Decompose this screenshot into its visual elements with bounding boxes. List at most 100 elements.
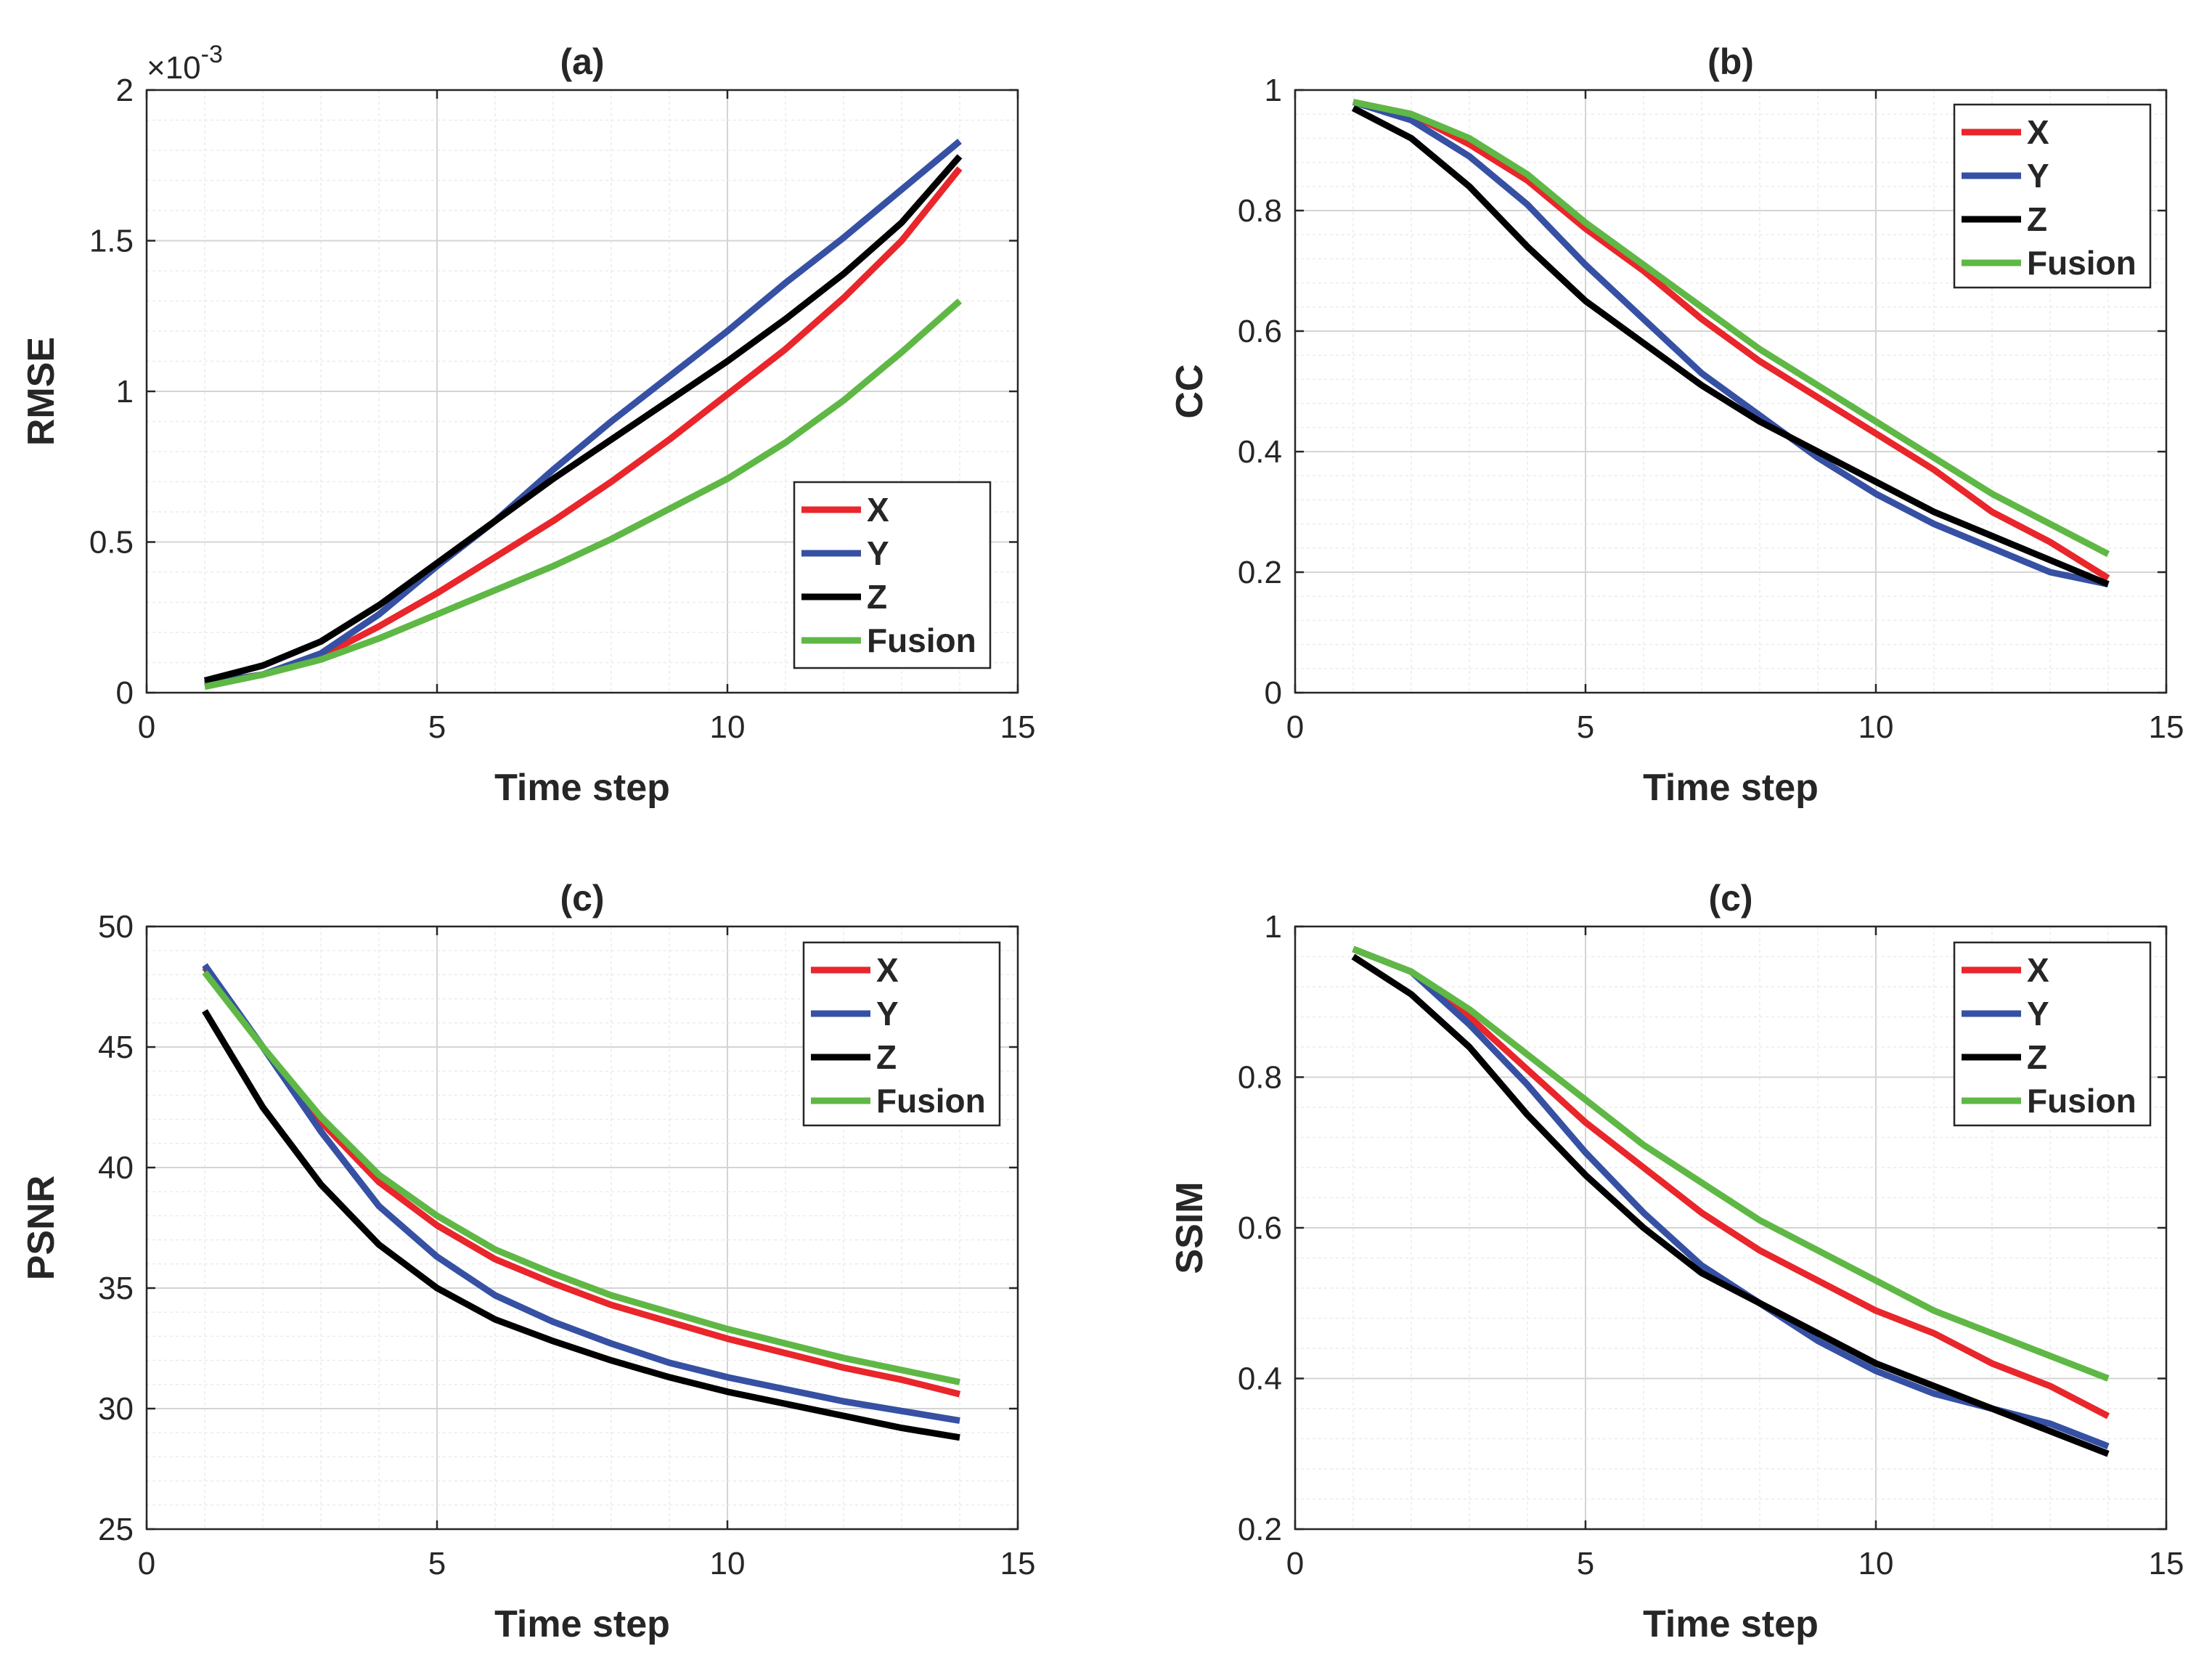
series-line-x (1352, 99, 2110, 582)
legend-box (793, 481, 992, 669)
legend-label-y: Y (876, 995, 899, 1032)
series-group (1351, 945, 2110, 1457)
series-group (202, 963, 961, 1441)
y-tick-label: 40 (98, 1150, 134, 1186)
y-tick-label: 1 (116, 374, 134, 410)
series-group (203, 139, 963, 691)
legend-label-fusion: Fusion (2027, 1082, 2137, 1120)
series-line-y (204, 139, 962, 687)
y-tick-label: 1 (1265, 909, 1282, 945)
y-axis-label: SSIM (1169, 1181, 1211, 1274)
y-axis: 0 0.5 1 1.5 2 (89, 73, 1018, 711)
x-tick-label: 5 (428, 1546, 446, 1581)
x-axis: 0 5 10 15 (138, 926, 1036, 1581)
x-axis: 0 5 10 15 (1286, 926, 2184, 1581)
y-axis: 25 30 35 40 45 50 (98, 909, 1018, 1547)
panel-title: (a) (560, 41, 604, 82)
legend-label-fusion: Fusion (867, 622, 976, 659)
panel-2: 0 5 10 15 0 0.2 0.4 0.6 0.8 1 Time step CC (b) XYZ Fus… (1169, 41, 2184, 809)
axes-frame (1294, 89, 2168, 694)
x-axis-label: Time step (494, 767, 670, 809)
legend-label-x: X (867, 491, 889, 529)
y-tick-label: 0.2 (1238, 1512, 1282, 1547)
y-tick-label: 1 (1265, 73, 1282, 108)
y-tick-label: 0.2 (1238, 555, 1282, 590)
y-tick-label: 0.8 (1238, 193, 1282, 229)
legend-label-x: X (876, 951, 899, 989)
series-line-x (204, 166, 963, 687)
series-line-fusion (1352, 99, 2110, 558)
series-group (1351, 99, 2110, 588)
panel-title: (c) (560, 878, 604, 918)
series-line-z (1351, 953, 2110, 1457)
x-tick-label: 0 (1286, 1546, 1304, 1581)
legend: XYZ Fusion (793, 481, 992, 669)
legend-label-y: Y (2027, 157, 2049, 195)
x-tick-label: 10 (1858, 1546, 1894, 1581)
y-axis: 0 0.2 0.4 0.6 0.8 1 (1238, 73, 2166, 711)
legend-label-fusion: Fusion (2027, 244, 2137, 282)
y-tick-label: 50 (98, 909, 134, 945)
y-axis-label: CC (1169, 364, 1211, 418)
x-tick-label: 10 (710, 709, 746, 745)
y-tick-label: 30 (98, 1391, 134, 1427)
series-line-z (1351, 105, 2110, 587)
x-tick-label: 15 (2149, 1546, 2184, 1581)
axes-frame (145, 925, 1019, 1531)
series-line-x (1352, 945, 2110, 1420)
y-tick-label: 0.8 (1238, 1060, 1282, 1096)
y-tick-label: 0.5 (89, 525, 134, 561)
x-tick-label: 15 (2149, 709, 2184, 745)
y-tick-label: 45 (98, 1030, 134, 1065)
axis-exponent-label: ×10-3 (147, 41, 223, 86)
panel-1: 0 5 10 15 0 0.5 1 1.5 2 Time step RMSE (a) ×10-3 XYZF… (20, 41, 1035, 809)
x-tick-label: 15 (1000, 709, 1036, 745)
y-tick-label: 0.6 (1238, 314, 1282, 349)
series-line-z (203, 154, 963, 684)
series-line-z (202, 1009, 960, 1441)
panel-title: (c) (1708, 878, 1752, 918)
x-tick-label: 0 (138, 709, 155, 745)
y-tick-label: 0 (1265, 675, 1282, 711)
legend-label-z: Z (2027, 200, 2047, 238)
x-tick-label: 5 (428, 709, 446, 745)
y-tick-label: 0 (116, 675, 134, 711)
series-line-fusion (202, 970, 960, 1385)
exponent-prefix: ×10 (147, 50, 201, 86)
y-tick-label: 35 (98, 1271, 134, 1306)
panel-title: (b) (1707, 41, 1754, 82)
series-line-y (1352, 99, 2109, 588)
series-line-fusion (204, 298, 962, 691)
y-axis-label: PSNR (20, 1176, 62, 1280)
x-tick-label: 0 (138, 1546, 155, 1581)
y-tick-label: 0.6 (1238, 1210, 1282, 1246)
series-line-fusion (1352, 945, 2110, 1382)
x-axis-label: Time step (494, 1603, 670, 1645)
legend-label-x: X (2027, 113, 2049, 151)
legend-label-x: X (2027, 951, 2049, 989)
y-tick-label: 1.5 (89, 224, 134, 259)
y-tick-label: 2 (116, 73, 134, 108)
legend: XYZ Fusion (802, 941, 1001, 1127)
legend-label-z: Z (867, 578, 887, 616)
y-axis-label: RMSE (20, 337, 62, 446)
legend-label-y: Y (2027, 995, 2049, 1032)
legend-label-z: Z (876, 1038, 897, 1076)
legend: XYZ Fusion (1953, 941, 2152, 1127)
series-line-y (202, 963, 960, 1425)
series-line-x (202, 965, 961, 1398)
y-tick-label: 25 (98, 1512, 134, 1547)
y-tick-label: 0.4 (1238, 1361, 1282, 1397)
legend-label-z: Z (2027, 1038, 2047, 1076)
legend-label-y: Y (867, 534, 889, 572)
x-tick-label: 10 (1858, 709, 1894, 745)
y-axis: 0.2 0.4 0.6 0.8 1 (1238, 909, 2166, 1547)
exponent-power: -3 (201, 41, 223, 68)
panel-4: 0 5 10 15 0.2 0.4 0.6 0.8 1 Time step SSIM (c) XYZ Fu… (1169, 878, 2184, 1645)
x-tick-label: 10 (710, 1546, 746, 1581)
x-axis: 0 5 10 15 (1286, 90, 2184, 745)
x-tick-label: 15 (1000, 1546, 1036, 1581)
x-axis-label: Time step (1643, 767, 1819, 809)
x-axis-label: Time step (1643, 1603, 1819, 1645)
